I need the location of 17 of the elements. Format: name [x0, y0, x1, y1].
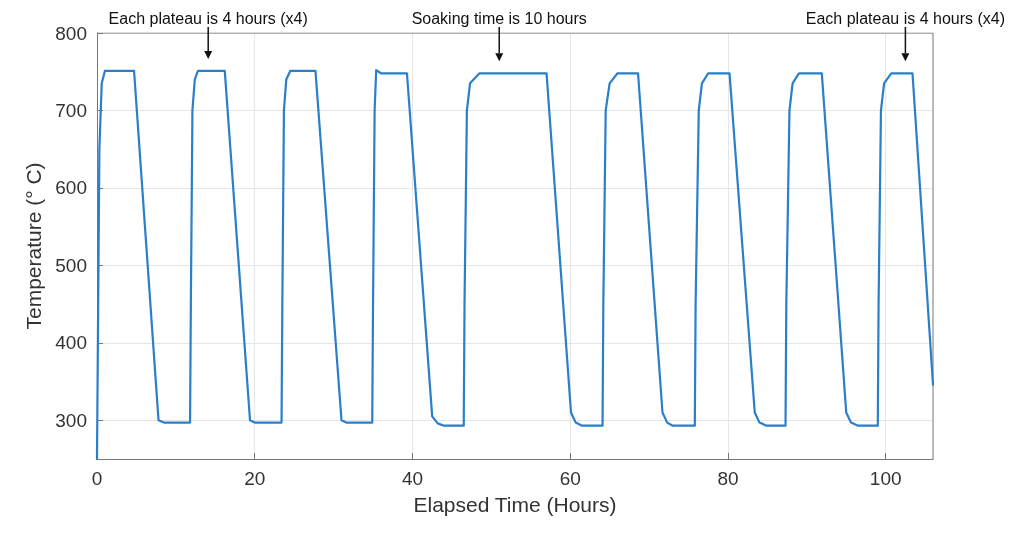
y-tick-label: 700 — [55, 99, 87, 121]
y-tick-label: 800 — [55, 22, 87, 44]
x-tick-label: 100 — [869, 468, 902, 489]
y-tick-label: 300 — [55, 409, 87, 431]
annotation: Soaking time is 10 hours — [411, 9, 587, 27]
y-axis-title: Temperature (° C) — [22, 162, 46, 330]
x-tick-label: 20 — [244, 468, 266, 489]
y-tick-label: 600 — [55, 177, 87, 199]
annotation: Each plateau is 4 hours (x4) — [108, 9, 308, 27]
x-tick-label: 40 — [401, 468, 424, 489]
y-tick-label: 500 — [55, 254, 87, 276]
x-tick-label: 80 — [717, 468, 739, 489]
x-tick-label: 0 — [91, 468, 103, 489]
x-tick-label: 60 — [559, 468, 581, 489]
annotation: Each plateau is 4 hours (x4) — [805, 9, 1006, 27]
x-axis-title: Elapsed Time (Hours) — [413, 493, 617, 516]
y-tick-label: 400 — [55, 332, 87, 354]
